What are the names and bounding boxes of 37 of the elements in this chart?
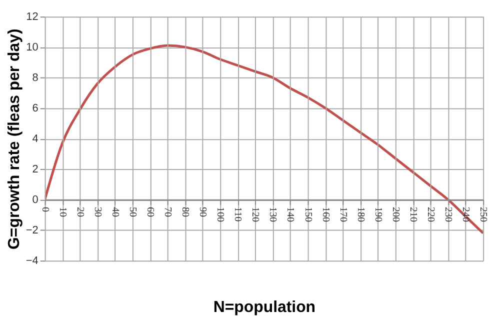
x-tick-label: 30 — [92, 207, 103, 218]
y-tick-label: 4 — [32, 133, 38, 146]
x-tick-label: 150 — [302, 207, 314, 222]
x-tick-label: 180 — [354, 207, 366, 222]
x-tick-label: 50 — [126, 207, 138, 218]
x-tick-label: 60 — [144, 207, 156, 218]
y-axis-title: G=growth rate (fleas per day) — [6, 28, 23, 250]
x-tick-label: 160 — [320, 207, 331, 222]
x-axis-title: N=population — [213, 298, 316, 316]
x-tick-label: 110 — [232, 207, 244, 222]
y-tick-label: −2 — [26, 224, 38, 237]
x-tick-label: 190 — [372, 207, 384, 222]
x-tick-label: 140 — [284, 207, 296, 222]
y-tick-label: −4 — [26, 255, 38, 268]
y-tick-label: 2 — [32, 164, 38, 176]
x-tick-label: 70 — [162, 207, 174, 218]
x-tick-label: 40 — [109, 207, 120, 218]
y-tick-label: 12 — [26, 11, 38, 24]
y-tick-label: 10 — [26, 42, 38, 54]
x-tick-label: 120 — [250, 207, 261, 222]
x-tick-label: 170 — [337, 207, 348, 222]
x-tick-label: 130 — [267, 207, 278, 222]
x-tick-label: 200 — [390, 207, 401, 222]
x-tick-label: 210 — [407, 207, 418, 222]
y-tick-label: 8 — [32, 72, 38, 84]
x-tick-label: 0 — [39, 207, 50, 212]
x-tick-label: 240 — [460, 207, 472, 222]
x-tick-label: 100 — [214, 207, 226, 222]
x-tick-label: 250 — [478, 207, 489, 222]
x-tick-label: 230 — [442, 207, 454, 222]
x-tick-label: 10 — [56, 207, 68, 218]
y-tick-label: 6 — [32, 102, 38, 115]
x-tick-label: 20 — [74, 207, 86, 218]
x-tick-label: 90 — [197, 207, 208, 218]
x-tick-label: 220 — [424, 207, 436, 222]
x-tick-label: 80 — [180, 207, 191, 218]
y-tick-label: 0 — [32, 194, 38, 206]
